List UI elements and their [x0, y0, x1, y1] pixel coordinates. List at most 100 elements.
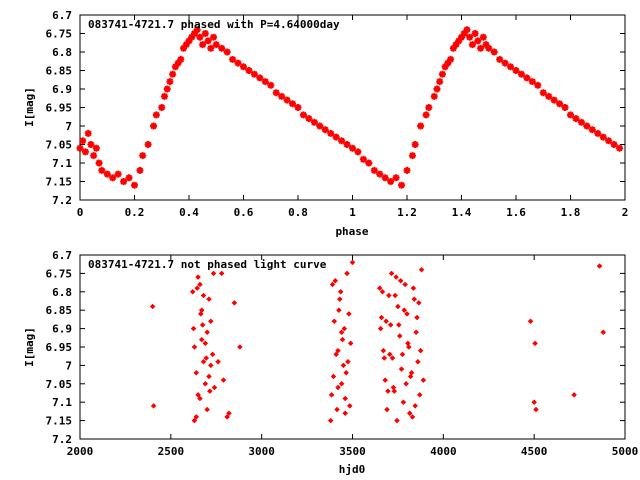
unphased-data-point — [337, 288, 344, 295]
phased-data-point — [114, 170, 122, 178]
phased-y-tick-label: 7.05 — [46, 139, 73, 152]
unphased-data-point — [404, 311, 410, 317]
unphased-data-point — [193, 414, 200, 420]
unphased-y-tick-label: 7.2 — [52, 433, 72, 446]
unphased-data-point — [191, 344, 198, 350]
unphased-data-point — [336, 296, 343, 303]
phased-data-point — [411, 141, 419, 148]
unphased-data-point — [400, 399, 407, 406]
unphased-x-tick-labels: 2000 2500 3000 3500 4000 4500 5000 — [67, 445, 639, 458]
unphased-data-point — [338, 329, 345, 336]
unphased-data-point — [333, 351, 340, 358]
phased-x-tick-label: 1.8 — [561, 206, 581, 219]
unphased-data-point — [408, 369, 415, 376]
unphased-data-point — [197, 395, 203, 402]
phased-data-point — [207, 44, 215, 52]
unphased-data-point — [533, 406, 539, 413]
phased-data-point — [321, 126, 329, 134]
phased-data-point — [438, 70, 446, 78]
phased-data-point — [343, 141, 351, 148]
phased-data-point — [136, 166, 144, 174]
phased-data-point — [166, 78, 174, 86]
phased-data-point — [125, 174, 133, 182]
phased-data-point — [447, 55, 455, 63]
unphased-x-tick-label: 4000 — [430, 445, 457, 458]
phased-data-point — [460, 30, 468, 37]
unphased-data-point — [378, 314, 385, 321]
unphased-data-point — [393, 274, 399, 280]
unphased-data-point — [330, 373, 337, 380]
unphased-data-point — [340, 362, 347, 369]
unphased-data-point — [210, 270, 217, 277]
phased-data-point — [387, 178, 395, 185]
phased-data-point — [381, 174, 389, 182]
unphased-data-point — [224, 414, 231, 420]
unphased-data-point — [198, 336, 205, 343]
phased-data-point — [507, 63, 515, 71]
unphased-y-tick-label: 7.05 — [46, 378, 73, 391]
phased-data-point — [196, 33, 204, 41]
phased-data-point — [177, 55, 185, 63]
phased-y-tick-label: 6.75 — [46, 28, 73, 41]
unphased-data-point — [202, 380, 209, 387]
unphased-data-point — [600, 329, 607, 336]
unphased-data-point — [385, 388, 391, 395]
phased-data-point — [152, 111, 160, 119]
unphased-data-point — [335, 384, 341, 391]
unphased-data-point — [386, 351, 393, 358]
phased-y-tick-label: 6.95 — [46, 102, 73, 115]
unphased-data-point — [415, 358, 421, 365]
phased-data-point — [512, 67, 520, 74]
phased-data-point — [463, 26, 471, 34]
phased-data-point — [365, 159, 373, 167]
unphased-data-point — [384, 406, 390, 413]
phased-data-point — [120, 178, 128, 185]
unphased-data-point — [403, 380, 409, 387]
phased-x-tick-label: 0 — [77, 206, 84, 219]
unphased-y-tick-label: 7.15 — [46, 415, 73, 428]
phased-y-tick-labels: 6.7 6.75 6.8 6.85 6.9 6.95 7 7.05 7.1 7.15 7.2 — [46, 9, 73, 207]
unphased-data-point — [381, 355, 388, 361]
phased-x-tick-labels: 0 0.2 0.4 0.6 0.8 1 1.2 1.4 1.6 1.8 2 — [77, 206, 629, 219]
phased-data-point — [174, 59, 182, 67]
phased-data-point — [223, 48, 231, 56]
unphased-data-point — [338, 380, 345, 387]
unphased-x-tick-label: 2000 — [67, 445, 94, 458]
phased-data-point — [250, 70, 258, 78]
phased-data-point — [471, 30, 479, 37]
phased-ticks — [79, 14, 626, 201]
phased-data-point — [539, 89, 547, 97]
unphased-data-point — [405, 340, 411, 347]
unphased-data-point — [342, 395, 349, 402]
phased-data-point — [588, 126, 596, 134]
unphased-data-point — [215, 358, 221, 365]
phased-data-point — [283, 96, 291, 104]
phased-data-point — [201, 30, 209, 37]
unphased-data-point — [345, 358, 351, 365]
phased-data-point — [98, 166, 106, 174]
phased-data-point — [370, 166, 378, 174]
unphased-data-point — [385, 292, 392, 299]
unphased-data-point — [379, 288, 386, 295]
phased-data-point — [392, 174, 400, 182]
unphased-data-point — [203, 355, 210, 361]
unphased-data-point — [415, 299, 422, 306]
unphased-data-point — [410, 285, 417, 291]
phased-data-point — [92, 144, 100, 152]
phased-data-point — [479, 33, 487, 41]
unphased-plot-frame — [79, 254, 626, 440]
phased-data-point — [466, 33, 474, 41]
unphased-y-tick-label: 6.75 — [46, 267, 73, 280]
phased-data-point — [84, 129, 92, 137]
phased-data-point — [359, 155, 367, 163]
unphased-data-point — [380, 347, 387, 354]
phased-x-tick-label: 1.4 — [452, 206, 472, 219]
phased-data-point — [182, 41, 190, 49]
unphased-data-point — [390, 384, 397, 391]
phased-x-tick-label: 1 — [349, 206, 356, 219]
phased-data-point — [485, 44, 493, 52]
phased-data-point — [190, 30, 198, 37]
phased-data-point — [109, 174, 117, 182]
unphased-data-point — [344, 270, 350, 277]
phased-y-tick-label: 6.85 — [46, 65, 73, 78]
